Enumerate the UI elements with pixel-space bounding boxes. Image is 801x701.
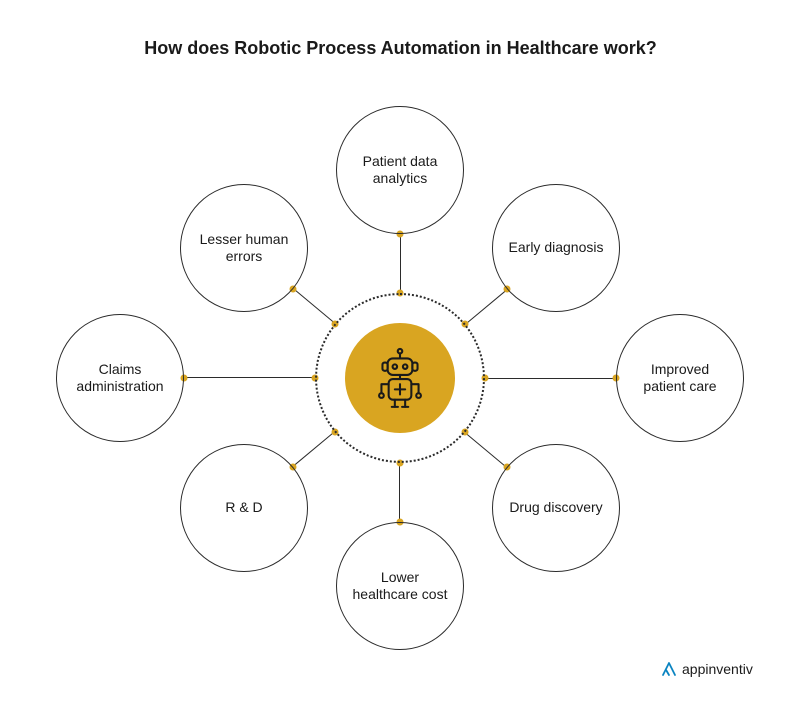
- node-early-diagnosis: Early diagnosis: [492, 184, 620, 312]
- node-r-and-d: R & D: [180, 444, 308, 572]
- node-label: Lesser human errors: [180, 184, 308, 312]
- connector-line: [399, 463, 400, 522]
- connector-line: [400, 234, 401, 293]
- node-lower-healthcare-cost: Lower healthcare cost: [336, 522, 464, 650]
- brand-logo: appinventiv: [660, 660, 753, 678]
- brand-text: appinventiv: [682, 661, 753, 677]
- node-label: Early diagnosis: [492, 184, 620, 312]
- node-lesser-human-errors: Lesser human errors: [180, 184, 308, 312]
- brand-mark-icon: [660, 660, 678, 678]
- node-patient-data-analytics: Patient data analytics: [336, 106, 464, 234]
- node-drug-discovery: Drug discovery: [492, 444, 620, 572]
- node-label: Lower healthcare cost: [336, 522, 464, 650]
- connector-line: [184, 377, 315, 378]
- node-label: Drug discovery: [492, 444, 620, 572]
- node-improved-patient-care: Improved patient care: [616, 314, 744, 442]
- node-claims-administration: Claims administration: [56, 314, 184, 442]
- node-label: Claims administration: [56, 314, 184, 442]
- diagram-stage: Patient data analyticsEarly diagnosisImp…: [0, 0, 801, 701]
- robot-icon: [367, 345, 433, 411]
- node-label: Improved patient care: [616, 314, 744, 442]
- connector-line: [485, 378, 616, 379]
- node-label: R & D: [180, 444, 308, 572]
- node-label: Patient data analytics: [336, 106, 464, 234]
- center-disc: [345, 323, 455, 433]
